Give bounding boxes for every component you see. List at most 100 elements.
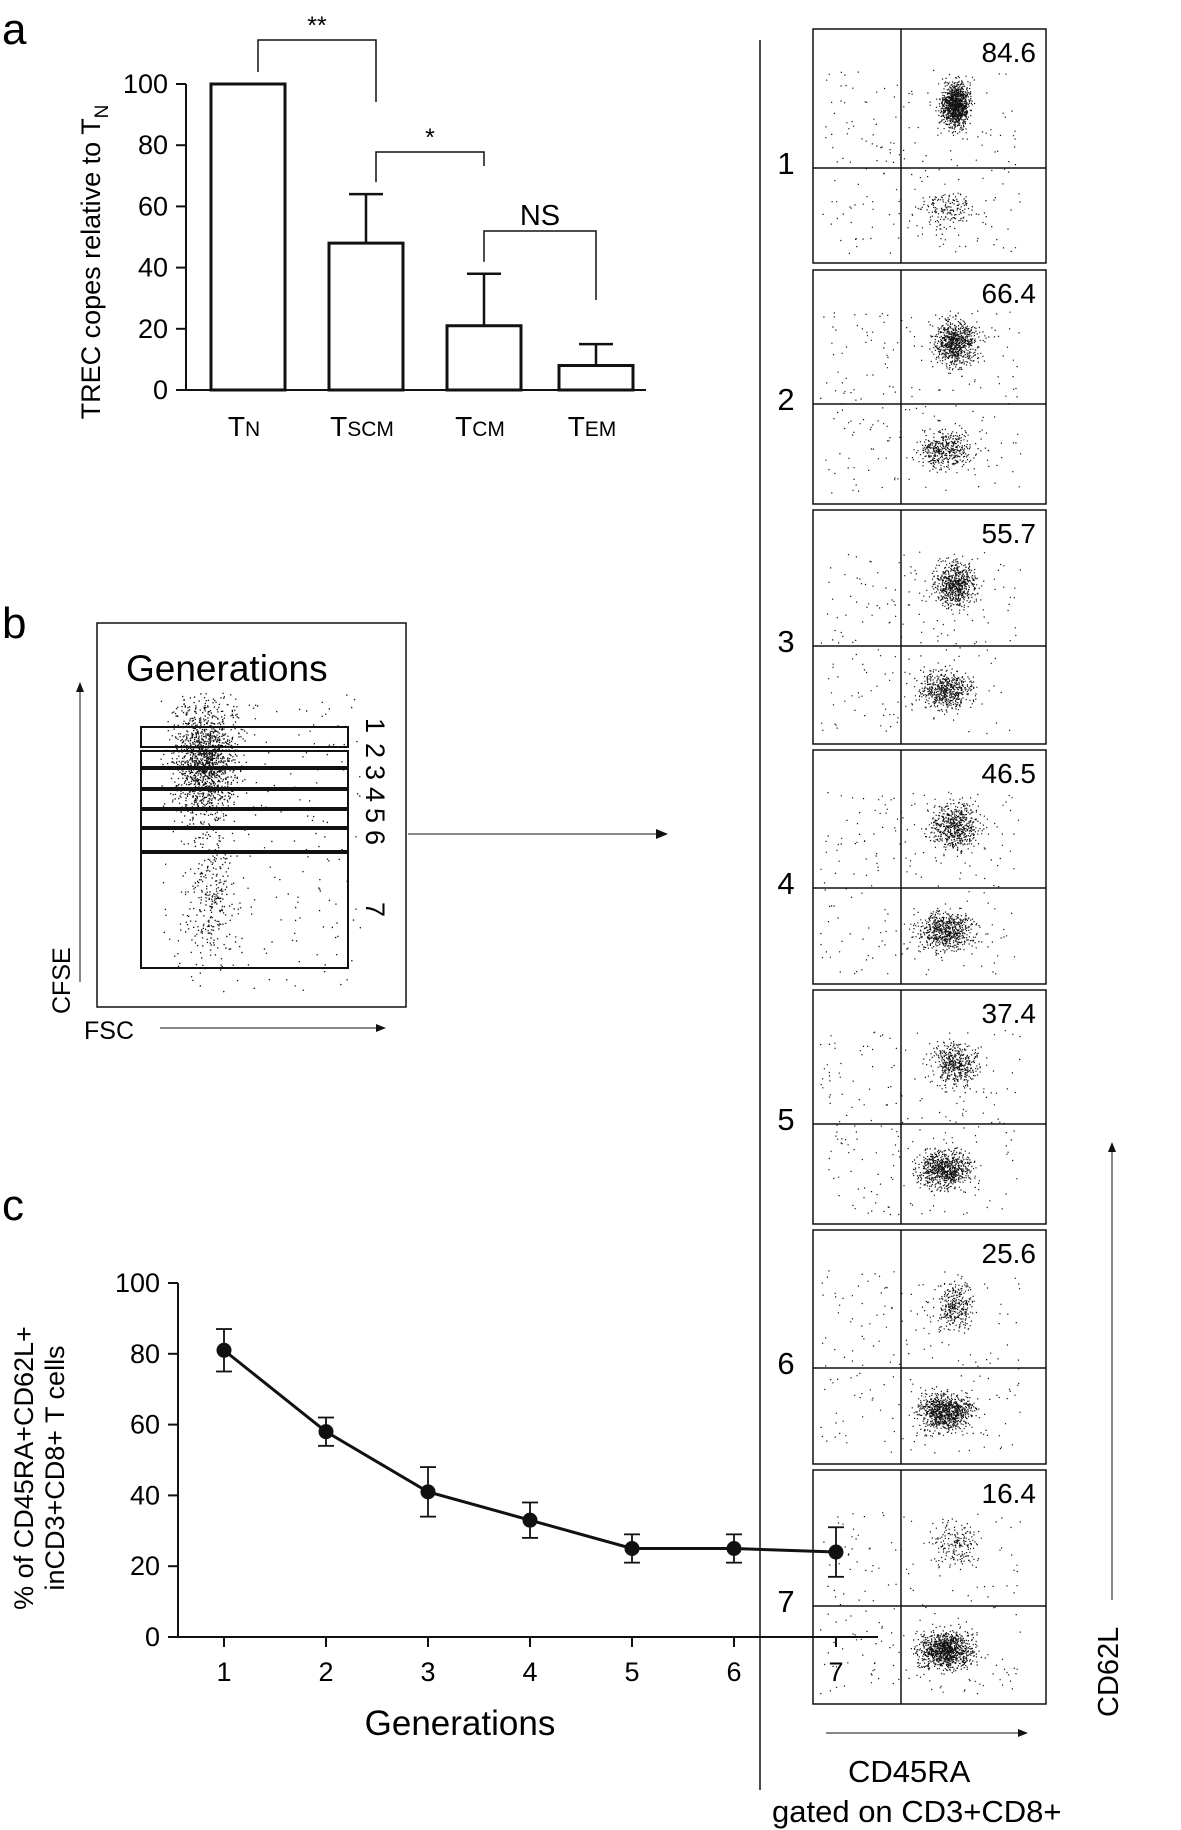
facs-dot-cloud [820, 551, 1021, 735]
significance-bracket [483, 230, 597, 300]
generation-label: 3 [777, 624, 794, 659]
data-point [216, 1342, 232, 1358]
data-point [828, 1544, 844, 1560]
generation-label: 7 [777, 1584, 794, 1619]
x-axis-label: Generations [365, 1704, 556, 1743]
x-tick-label: TSCM [330, 411, 394, 442]
cfse-gating-plot: 1 2 3 4 5 6 7 Generations CFSE FSC [48, 622, 668, 1045]
y-axis-label-line2: inCD3+CD8+ T cells [40, 1345, 70, 1590]
generation-gate [140, 809, 349, 828]
gate-to-facs-arrow-head [656, 829, 668, 839]
x-tick-label: 3 [420, 1657, 435, 1687]
gating-plot-title: Generations [126, 648, 328, 689]
y-tick-label: 0 [145, 1622, 160, 1652]
y-tick-label: 20 [138, 314, 168, 344]
gate-label: 1 [360, 718, 390, 733]
x-tick-label: 1 [216, 1657, 231, 1687]
generation-label: 6 [777, 1346, 794, 1381]
significance-label: ** [307, 12, 327, 40]
generation-gate [140, 750, 349, 768]
gating-plot-frame [96, 622, 407, 1008]
data-point [318, 1424, 334, 1440]
cfse-axis-label: CFSE [48, 947, 76, 1014]
y-tick-label: 0 [153, 375, 168, 405]
facs-dot-cloud [820, 1512, 1021, 1695]
gate-label: 4 [360, 787, 390, 802]
data-point [420, 1484, 436, 1500]
quadrant-percent: 16.4 [982, 1478, 1037, 1509]
quadrant-percent: 55.7 [982, 518, 1037, 549]
cfse-arrow-head [76, 682, 84, 692]
gate-label: 5 [360, 808, 390, 823]
significance-bracket [257, 39, 377, 102]
quadrant-percent: 25.6 [982, 1238, 1037, 1269]
facs-plot: 37.45 [777, 989, 1047, 1225]
gate-label: 3 [360, 765, 390, 780]
facs-plot: 66.42 [777, 269, 1047, 505]
y-tick-label: 40 [138, 253, 168, 283]
line-chart-generations: 0 20 40 60 80 100 1 2 3 4 5 6 7 % of CD45RA+CD62L+ i… [9, 1268, 878, 1743]
x-tick-label: 5 [624, 1657, 639, 1687]
y-tick-label: 80 [130, 1339, 160, 1369]
bar [557, 364, 635, 392]
y-tick-label: 20 [130, 1551, 160, 1581]
fsc-arrow-head [376, 1024, 386, 1032]
cfse-dot-cloud [160, 692, 361, 993]
x-tick-label: 7 [828, 1657, 843, 1687]
bar [327, 241, 405, 392]
quadrant-percent: 46.5 [982, 758, 1037, 789]
gate-label: 2 [360, 743, 390, 758]
y-axis-label: % of CD45RA+CD62L+ [9, 1326, 39, 1610]
panel-label-b: b [2, 599, 26, 648]
x-tick-label: 6 [726, 1657, 741, 1687]
data-point [726, 1541, 742, 1556]
significance-bracket [375, 151, 485, 183]
facs-plot: 25.66 [777, 1229, 1047, 1465]
y-tick-label: 100 [115, 1268, 160, 1298]
y-tick-label: 80 [138, 130, 168, 160]
y-tick-label: 60 [130, 1410, 160, 1440]
facs-plot: 16.47 [777, 1469, 1047, 1705]
facs-dot-cloud [820, 791, 1020, 976]
gate-label: 6 [360, 830, 390, 845]
generation-gate [140, 768, 349, 789]
facs-plot-frame [812, 1469, 1047, 1705]
cd45ra-axis-label: CD45RA [848, 1754, 971, 1789]
fsc-axis-label: FSC [84, 1017, 134, 1045]
cd62l-axis-label: CD62L [1093, 1627, 1125, 1717]
x-tick-label: 2 [318, 1657, 333, 1687]
generation-label: 1 [777, 146, 794, 181]
generation-gate [140, 789, 349, 809]
generation-label: 4 [777, 866, 794, 901]
facs-plot: 46.54 [777, 749, 1047, 985]
panel-label-a: a [2, 5, 27, 54]
x-tick-label: TCM [455, 411, 505, 442]
bar [445, 324, 523, 392]
facs-plot-frame [812, 269, 1047, 505]
x-tick-label: TEM [568, 411, 617, 442]
bar [209, 82, 287, 392]
data-point [522, 1512, 538, 1528]
y-tick-label: 100 [123, 69, 168, 99]
facs-dot-cloud [822, 69, 1021, 254]
quadrant-percent: 66.4 [982, 278, 1037, 309]
gate-label: 7 [360, 902, 390, 917]
data-point [624, 1541, 640, 1556]
significance-label: NS [520, 200, 560, 232]
x-tick-label: TN [228, 411, 260, 442]
facs-plot-frame [812, 749, 1047, 985]
y-tick-label: 60 [138, 191, 168, 221]
facs-plot: 84.61 [777, 28, 1047, 264]
quadrant-percent: 84.6 [982, 37, 1037, 68]
panel-label-c: c [2, 1181, 24, 1230]
significance-label: * [425, 124, 435, 152]
y-axis-label: TREC copes relative to TN [76, 105, 113, 420]
generation-gate [140, 726, 349, 748]
x-tick-label: 4 [522, 1657, 537, 1687]
generation-gate [140, 828, 349, 852]
cd62l-arrow-head [1108, 1142, 1116, 1152]
generation-label: 5 [777, 1102, 794, 1137]
